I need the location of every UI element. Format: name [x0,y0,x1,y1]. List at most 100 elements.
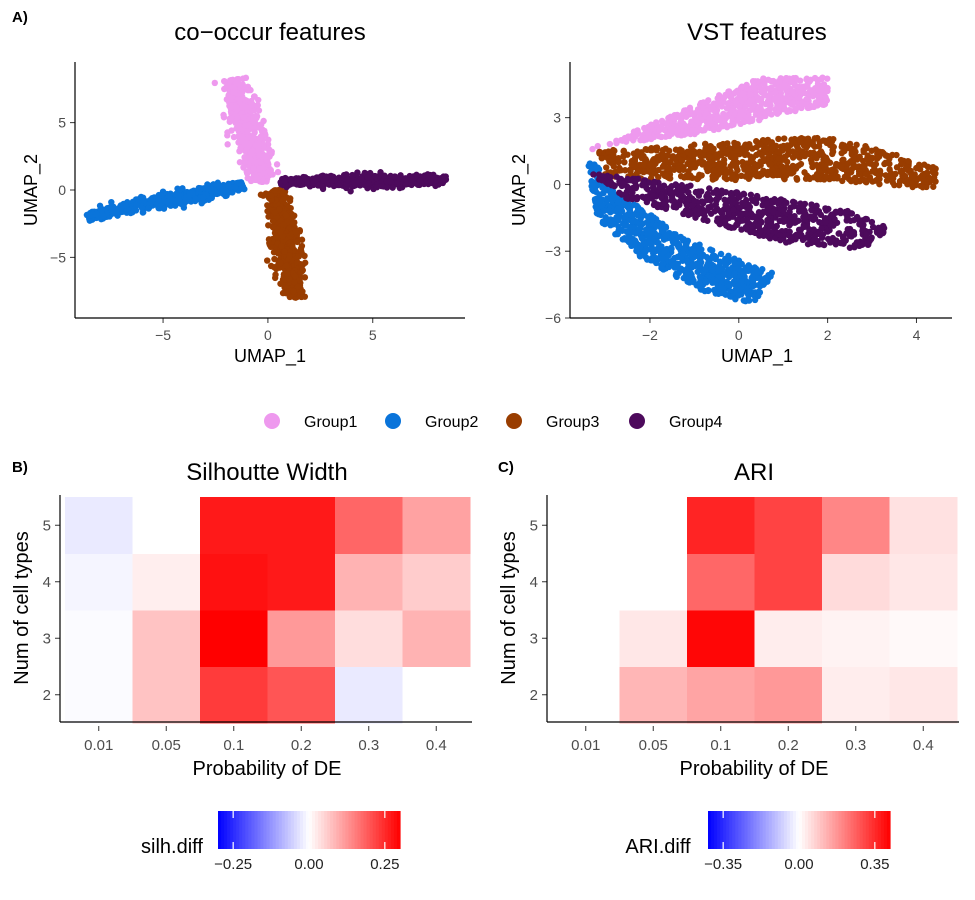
data-point [632,184,639,192]
data-point [761,80,768,88]
data-point [98,207,105,214]
heatmap-cell [132,497,201,554]
data-point [717,207,724,215]
data-point [736,204,744,211]
data-point [928,164,935,172]
data-point [267,192,275,199]
data-point [294,238,301,246]
data-point [726,223,733,231]
x-tick-label: 0.1 [223,737,244,754]
data-point [230,133,238,141]
data-point [391,173,399,180]
x-axis-label: Probability of DE [193,758,342,780]
data-point [830,222,837,229]
data-point [251,119,259,127]
data-point [133,202,140,209]
heatmap-cell [200,553,268,611]
data-point [749,116,756,123]
legend-item-group4: Group4 [629,413,722,431]
y-tick-label: 0 [58,182,66,198]
data-point [851,242,858,249]
data-point [909,183,916,191]
data-point [665,147,673,155]
data-point [263,152,270,160]
data-point [386,178,394,185]
data-point [845,160,852,167]
data-point [687,182,694,189]
data-point [660,200,667,207]
data-point [281,177,288,185]
data-point [893,151,900,159]
heatmap-cell [132,553,201,611]
data-point [389,184,396,191]
heatmap-cell [335,610,403,667]
data-point [876,180,883,188]
data-point [682,268,690,275]
data-point [693,189,700,196]
data-point [729,172,737,179]
data-point [192,195,199,203]
data-point [664,165,671,172]
data-point [639,211,646,219]
data-point [683,241,690,248]
data-point [811,74,819,82]
data-point [696,249,703,256]
data-point [164,198,171,205]
data-point [676,197,684,205]
data-point [726,282,734,289]
data-point [617,167,625,174]
legend-label: Group1 [304,414,357,431]
data-point [862,178,869,185]
data-point [678,147,685,154]
data-point [278,242,285,250]
data-point [840,142,848,150]
y-tick-label: −6 [545,310,561,326]
chart-title: Silhoutte Width [186,459,347,486]
data-point [402,175,410,183]
data-point [793,105,800,112]
data-point [626,223,634,231]
data-point [676,242,683,249]
data-point [824,228,831,235]
data-point [251,158,258,165]
x-tick-label: 0.2 [291,737,312,754]
data-point [761,91,769,98]
data-point [282,211,290,219]
panel-label-b: B) [12,459,28,476]
data-point [288,179,295,187]
data-point [676,265,684,272]
data-point [734,147,742,155]
data-point [747,210,755,217]
panel-label-a: A) [12,9,28,26]
data-point [671,237,678,244]
data-point [662,172,670,179]
data-point [798,100,806,107]
scatter-plot-vst: VST features −2 0 2 4−6−303 UMAP_1 UMAP_2 [509,19,952,367]
data-point [301,175,308,183]
data-point [876,167,884,175]
data-point [882,152,890,159]
data-point [791,82,799,89]
data-point [687,143,695,150]
data-point [824,84,831,92]
data-point [591,161,598,168]
data-point [255,107,263,114]
data-point [607,173,614,181]
data-point [237,89,245,97]
data-point [909,174,916,182]
data-point [656,183,663,190]
heatmap-cell [402,610,471,667]
heatmap-cell [132,666,201,724]
data-point [266,169,274,176]
data-point [265,222,272,229]
data-point [650,214,657,221]
data-point [855,170,863,178]
data-point [670,115,678,122]
data-point [591,182,598,189]
data-point [734,140,741,148]
data-point [185,192,193,200]
data-point [605,207,613,214]
heatmap-silhouette: Silhoutte Width 0.01 0.05 0.1 0.2 0.3 0.42345… [11,459,472,873]
data-point [605,148,612,155]
y-tick-label: 0 [553,176,561,192]
